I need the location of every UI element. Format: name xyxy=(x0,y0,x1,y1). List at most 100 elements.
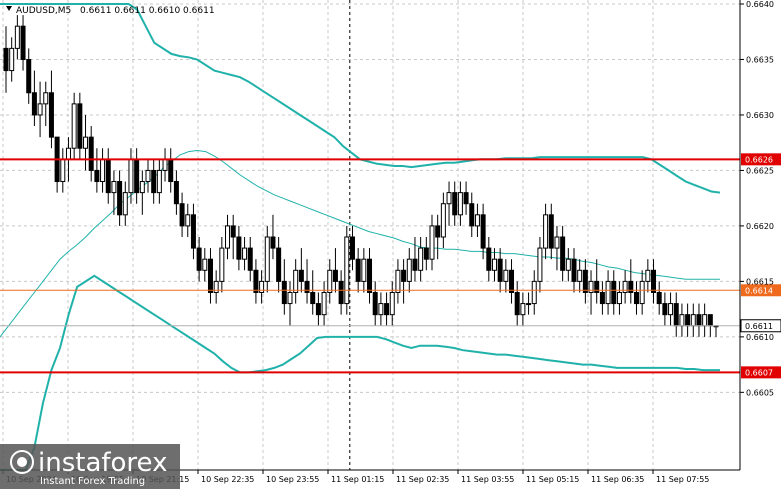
candle-body xyxy=(128,158,134,194)
candle-body xyxy=(230,225,236,238)
candle-body xyxy=(65,147,71,160)
candle-body xyxy=(423,247,429,260)
candle-body xyxy=(384,303,390,316)
candle-body xyxy=(707,314,713,327)
current-price-box xyxy=(740,319,781,333)
candle-body xyxy=(259,280,265,293)
candle-body xyxy=(168,158,174,183)
grid xyxy=(0,0,740,470)
candle-body xyxy=(287,291,293,305)
candle-body xyxy=(202,258,208,271)
candle-body xyxy=(276,247,282,282)
candle-body xyxy=(571,258,577,282)
candle-body xyxy=(327,269,333,293)
candle-body xyxy=(151,169,157,194)
candle-body xyxy=(26,58,32,94)
candle-body xyxy=(474,214,480,227)
candle-body xyxy=(349,236,355,260)
candle-body xyxy=(469,203,475,227)
candle-body xyxy=(633,291,639,305)
candle-body xyxy=(145,169,151,183)
candle-body xyxy=(247,247,253,271)
candle-body xyxy=(111,181,117,194)
level-label: 0.6614 xyxy=(745,286,773,295)
instaforex-logo-icon xyxy=(10,450,34,474)
candle-body xyxy=(611,280,617,305)
candle-body xyxy=(236,236,242,260)
candle-body xyxy=(645,269,651,282)
candle-body xyxy=(696,314,702,327)
candle-body xyxy=(412,258,418,271)
candle-body xyxy=(298,269,304,282)
candle-body xyxy=(702,314,708,327)
candle-body xyxy=(321,291,327,316)
candle-body xyxy=(401,269,407,282)
level-label-box xyxy=(741,366,781,379)
price-tick-label: 0.6610 xyxy=(746,333,774,342)
candle-body xyxy=(520,303,526,316)
candle-body xyxy=(673,303,679,327)
current-price-label: 0.6611 xyxy=(745,322,773,331)
candle-body xyxy=(554,236,560,249)
candle-body xyxy=(179,203,185,227)
candle-body xyxy=(560,236,566,271)
candle-body xyxy=(117,181,123,216)
chart-symbol: AUDUSD,M5 xyxy=(16,6,71,16)
candle-body xyxy=(332,269,338,282)
candle-body xyxy=(43,92,49,105)
time-tick-label: 10 Sep 23:55 xyxy=(266,475,319,484)
candle-body xyxy=(543,214,549,249)
watermark-brand: instaforex xyxy=(38,448,167,478)
candle-body xyxy=(605,280,611,305)
candle-body xyxy=(509,269,515,293)
candle-body xyxy=(293,269,299,293)
level-label-box xyxy=(741,153,781,166)
candle-body xyxy=(389,291,395,316)
chart-menu-triangle-icon[interactable] xyxy=(6,6,12,11)
level-label: 0.6607 xyxy=(745,368,773,377)
candle-body xyxy=(577,269,583,282)
candle-body xyxy=(457,192,463,216)
candle-body xyxy=(679,314,685,327)
candle-body xyxy=(367,258,373,293)
candle-body xyxy=(20,25,26,60)
time-tick-label: 11 Sep 06:35 xyxy=(591,475,644,484)
level-lines[interactable]: 0.6626 0.6614 0.6607 0.6611 xyxy=(0,153,781,379)
candle-body xyxy=(310,291,316,305)
candle-body xyxy=(304,280,310,293)
candle-body xyxy=(190,214,196,249)
candle-body xyxy=(344,236,350,305)
chart-ohlc: 0.6611 0.6611 0.6610 0.6611 xyxy=(80,6,215,16)
candle-body xyxy=(105,158,111,194)
candle-body xyxy=(446,192,452,205)
candle-body xyxy=(48,92,54,138)
candle-body xyxy=(196,247,202,271)
candle-body xyxy=(264,236,270,282)
logo-dot-icon xyxy=(17,457,27,467)
candle-body xyxy=(315,303,321,316)
candle-body xyxy=(100,158,106,183)
candle-body xyxy=(355,258,361,282)
candle-body xyxy=(599,291,605,305)
time-tick-label: 11 Sep 02:35 xyxy=(396,475,449,484)
level-label: 0.6626 xyxy=(745,155,773,164)
candle-body xyxy=(242,247,248,260)
watermark-box xyxy=(0,444,180,489)
candle-body xyxy=(31,92,37,116)
price-tick-label: 0.6605 xyxy=(746,388,774,397)
candle-body xyxy=(668,303,674,316)
candle-body xyxy=(134,158,140,194)
candle-body xyxy=(37,103,43,116)
candle-body xyxy=(270,236,276,249)
candle-body xyxy=(531,280,537,305)
candle-body xyxy=(162,158,168,171)
candle-body xyxy=(406,258,412,282)
candle-body xyxy=(122,192,128,216)
candle-body xyxy=(418,247,424,271)
candle-body xyxy=(651,269,657,293)
candle-body xyxy=(514,291,520,316)
candle-body xyxy=(616,291,622,305)
candle-body xyxy=(60,158,66,183)
